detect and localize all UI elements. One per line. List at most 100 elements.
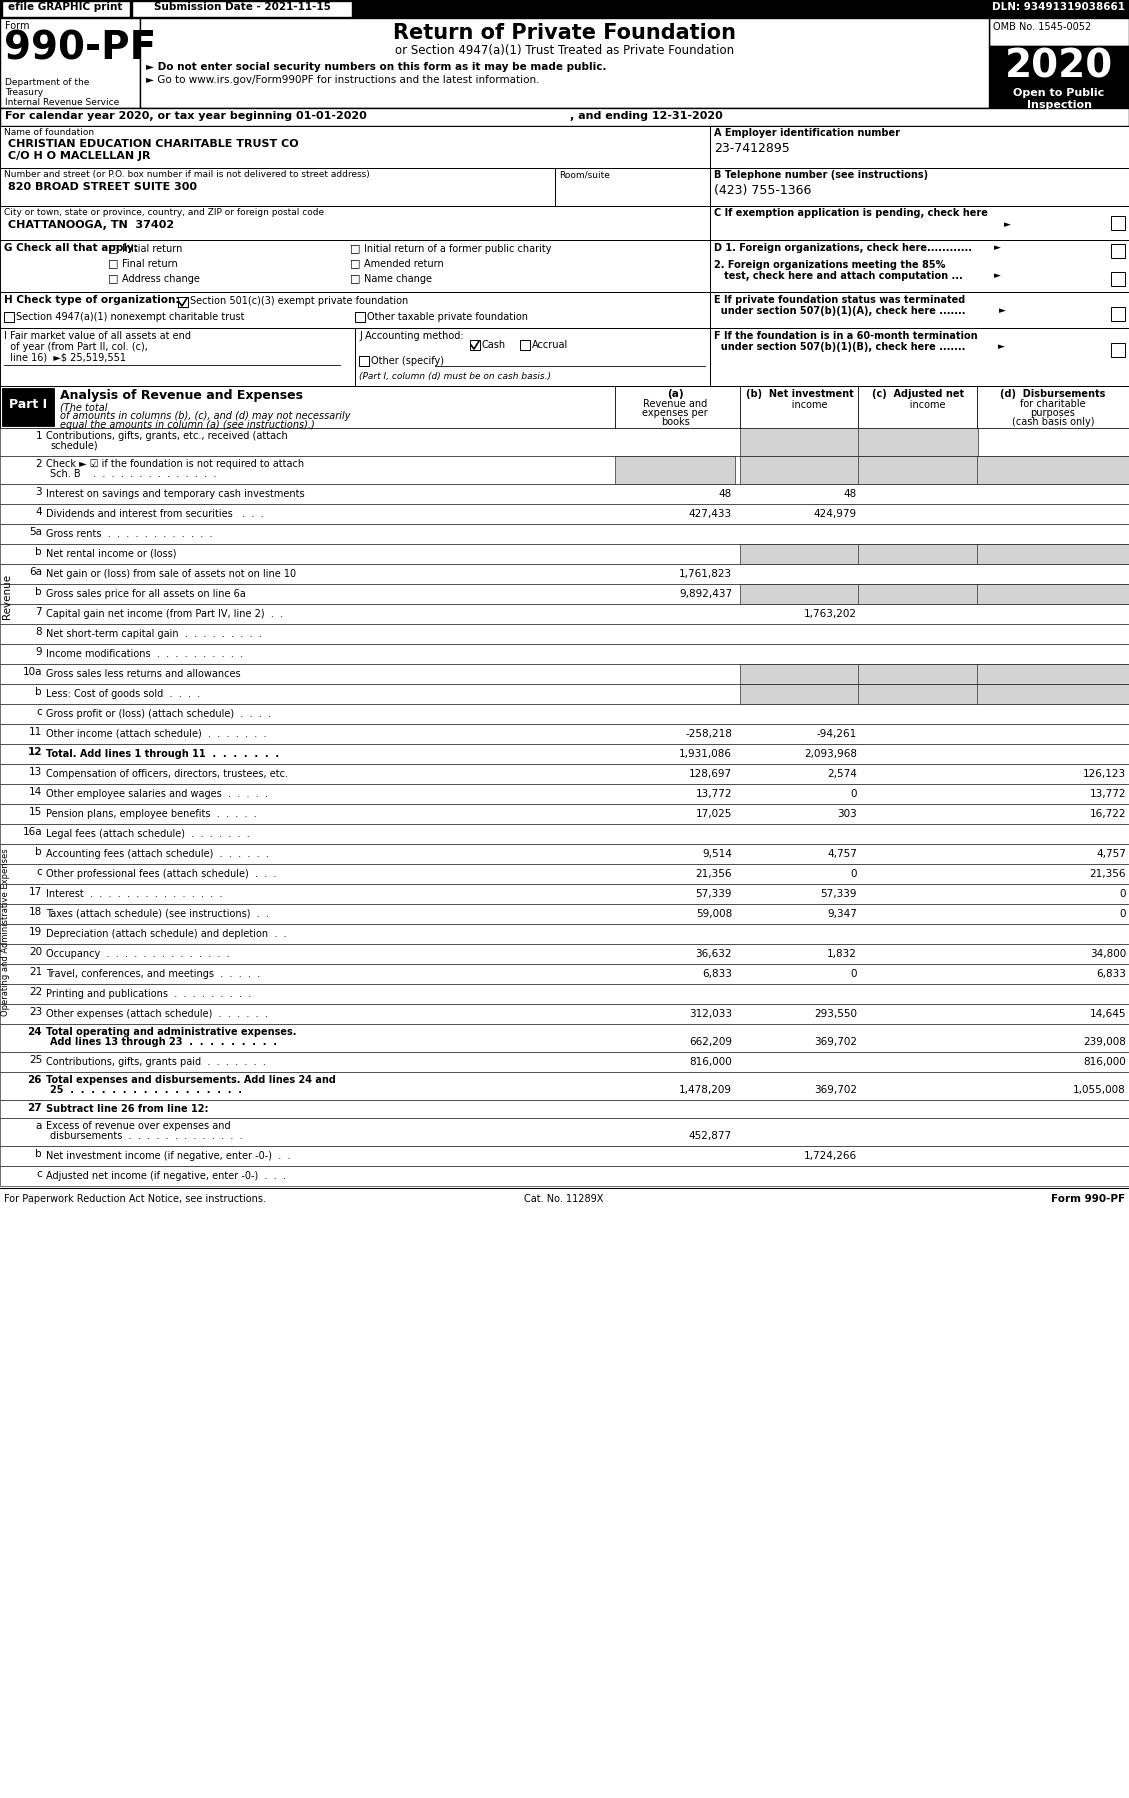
Bar: [0, 885, 1129, 904]
Text: Excess of revenue over expenses and: Excess of revenue over expenses and: [46, 1120, 230, 1131]
Text: 990-PF: 990-PF: [5, 31, 156, 68]
Text: Total expenses and disbursements. Add lines 24 and: Total expenses and disbursements. Add li…: [46, 1075, 335, 1084]
Bar: [0, 1052, 1129, 1072]
Text: Other employee salaries and wages  .  .  .  .  .: Other employee salaries and wages . . . …: [46, 789, 268, 798]
Text: 5a: 5a: [29, 527, 42, 538]
Text: 816,000: 816,000: [1083, 1057, 1126, 1066]
Text: disbursements  .  .  .  .  .  .  .  .  .  .  .  .  .: disbursements . . . . . . . . . . . . .: [50, 1131, 243, 1142]
Text: 312,033: 312,033: [689, 1009, 732, 1019]
Text: 22: 22: [28, 987, 42, 998]
Text: D 1. Foreign organizations, check here............: D 1. Foreign organizations, check here..…: [714, 243, 972, 254]
Text: b: b: [35, 586, 42, 597]
Bar: [0, 924, 1129, 944]
Text: Other taxable private foundation: Other taxable private foundation: [367, 313, 528, 322]
Text: Section 501(c)(3) exempt private foundation: Section 501(c)(3) exempt private foundat…: [190, 297, 409, 306]
Bar: [739, 457, 860, 484]
Text: Section 4947(a)(1) nonexempt charitable trust: Section 4947(a)(1) nonexempt charitable …: [16, 313, 245, 322]
Text: City or town, state or province, country, and ZIP or foreign postal code: City or town, state or province, country…: [5, 209, 324, 218]
Text: a: a: [36, 1120, 42, 1131]
Text: 17: 17: [28, 886, 42, 897]
Text: (cash basis only): (cash basis only): [1012, 417, 1094, 426]
Text: 9,347: 9,347: [828, 910, 857, 919]
Bar: [0, 725, 1129, 744]
Text: 11: 11: [28, 726, 42, 737]
Bar: [0, 644, 1129, 663]
Bar: [710, 207, 1129, 239]
Bar: [858, 683, 978, 705]
Bar: [0, 327, 355, 387]
Text: -258,218: -258,218: [685, 728, 732, 739]
Bar: [0, 523, 1129, 545]
Bar: [0, 565, 1129, 584]
Bar: [739, 545, 860, 565]
Text: 239,008: 239,008: [1083, 1037, 1126, 1046]
Text: A Employer identification number: A Employer identification number: [714, 128, 900, 138]
Text: efile GRAPHIC print: efile GRAPHIC print: [8, 2, 122, 13]
Text: (The total: (The total: [60, 403, 107, 412]
Text: 816,000: 816,000: [689, 1057, 732, 1066]
Bar: [739, 428, 860, 457]
Text: c: c: [36, 867, 42, 877]
Text: Revenue: Revenue: [2, 574, 12, 619]
Text: b: b: [35, 547, 42, 557]
Text: 0: 0: [1120, 910, 1126, 919]
Text: Name of foundation: Name of foundation: [5, 128, 94, 137]
Text: Accounting fees (attach schedule)  .  .  .  .  .  .: Accounting fees (attach schedule) . . . …: [46, 849, 269, 859]
Bar: [0, 1145, 1129, 1165]
Text: Gross profit or (loss) (attach schedule)  .  .  .  .: Gross profit or (loss) (attach schedule)…: [46, 708, 271, 719]
Text: 2020: 2020: [1005, 49, 1113, 86]
Text: Final return: Final return: [122, 259, 177, 270]
Text: c: c: [36, 707, 42, 717]
Text: Name change: Name change: [364, 273, 432, 284]
Text: 16a: 16a: [23, 827, 42, 838]
Bar: [0, 663, 1129, 683]
Text: (d)  Disbursements: (d) Disbursements: [1000, 388, 1105, 399]
Text: Net investment income (if negative, enter -0-)  .  .: Net investment income (if negative, ente…: [46, 1151, 290, 1162]
Text: Cash: Cash: [482, 340, 506, 351]
Text: 23: 23: [28, 1007, 42, 1018]
Bar: [0, 484, 1129, 503]
Bar: [0, 18, 140, 108]
Text: CHRISTIAN EDUCATION CHARITABLE TRUST CO: CHRISTIAN EDUCATION CHARITABLE TRUST CO: [8, 138, 299, 149]
Bar: [0, 784, 1129, 804]
Bar: [0, 167, 555, 207]
Text: for charitable: for charitable: [1021, 399, 1086, 408]
Bar: [5, 313, 14, 322]
Text: Inspection: Inspection: [1026, 101, 1092, 110]
Text: □: □: [108, 257, 119, 268]
Text: schedule): schedule): [50, 441, 97, 451]
Text: 48: 48: [719, 489, 732, 500]
Text: G Check all that apply:: G Check all that apply:: [5, 243, 138, 254]
Text: C If exemption application is pending, check here: C If exemption application is pending, c…: [714, 209, 988, 218]
Text: or Section 4947(a)(1) Trust Treated as Private Foundation: or Section 4947(a)(1) Trust Treated as P…: [395, 43, 734, 58]
Text: 21: 21: [28, 967, 42, 976]
Text: Net rental income or (loss): Net rental income or (loss): [46, 548, 176, 559]
Bar: [0, 904, 1129, 924]
Bar: [0, 108, 1129, 126]
Text: Amended return: Amended return: [364, 259, 444, 270]
Text: □: □: [108, 243, 119, 254]
Text: (c)  Adjusted net: (c) Adjusted net: [872, 388, 964, 399]
Text: 0: 0: [850, 868, 857, 879]
Text: Net gain or (loss) from sale of assets not on line 10: Net gain or (loss) from sale of assets n…: [46, 568, 296, 579]
Text: ►: ►: [994, 271, 1001, 280]
Text: Return of Private Foundation: Return of Private Foundation: [393, 23, 736, 43]
Text: Room/suite: Room/suite: [559, 171, 610, 180]
Text: 1,055,008: 1,055,008: [1074, 1084, 1126, 1095]
Bar: [0, 944, 1129, 964]
Text: 369,702: 369,702: [814, 1037, 857, 1046]
Bar: [355, 327, 710, 387]
Text: □: □: [350, 273, 360, 282]
Text: □: □: [350, 243, 360, 254]
Text: 21,356: 21,356: [695, 868, 732, 879]
Text: (423) 755-1366: (423) 755-1366: [714, 183, 812, 198]
Text: Accrual: Accrual: [532, 340, 568, 351]
Text: purposes: purposes: [1031, 408, 1076, 417]
Text: b: b: [35, 687, 42, 698]
Text: Add lines 13 through 23  .  .  .  .  .  .  .  .  .: Add lines 13 through 23 . . . . . . . . …: [50, 1037, 277, 1046]
Text: 2: 2: [35, 458, 42, 469]
Bar: [858, 663, 978, 683]
Bar: [0, 457, 1129, 484]
Text: 59,008: 59,008: [695, 910, 732, 919]
Text: 18: 18: [28, 906, 42, 917]
